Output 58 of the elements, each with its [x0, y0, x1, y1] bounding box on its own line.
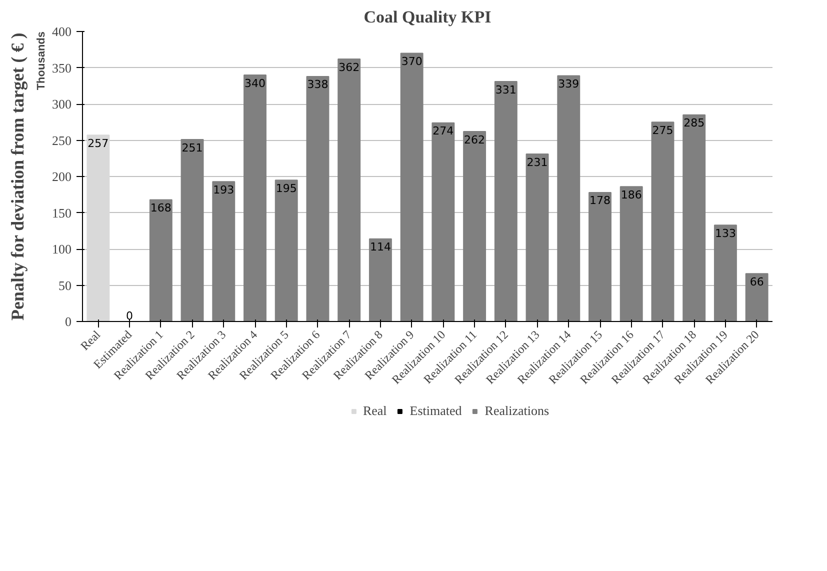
bar: [526, 154, 549, 322]
bar: [400, 52, 424, 322]
bar: [494, 81, 518, 322]
data-label: 66: [750, 275, 764, 288]
data-label: 193: [213, 183, 234, 196]
data-label: 362: [338, 60, 360, 74]
bar: [557, 75, 580, 322]
data-label: 285: [684, 116, 705, 130]
data-label: 231: [526, 156, 548, 169]
legend-label: Estimated: [410, 403, 462, 419]
y-tick-label: 200: [52, 169, 72, 184]
data-label: 195: [276, 182, 297, 195]
bar: [714, 224, 737, 322]
bar: [588, 192, 612, 322]
data-label: 133: [714, 226, 736, 240]
data-label: 178: [590, 194, 610, 208]
y-axis-title: Penalty for deviation from target ( € ): [8, 32, 28, 321]
bar: [620, 186, 643, 322]
bar: [745, 273, 768, 322]
data-label: 168: [150, 201, 172, 214]
bar: [432, 122, 455, 322]
text: Thousands: [36, 31, 48, 90]
data-label: 262: [464, 133, 486, 146]
bar: [212, 181, 236, 322]
y-tick-label: 250: [52, 132, 72, 148]
data-label: 114: [370, 240, 391, 254]
data-label: 251: [182, 141, 203, 154]
y-tick-label: 400: [52, 24, 72, 39]
y-tick-label: 350: [52, 60, 72, 76]
legend-label: Real: [362, 403, 387, 419]
legend-label: Realizations: [484, 403, 550, 419]
data-label: 331: [495, 83, 516, 96]
y-tick-label: 150: [52, 205, 72, 220]
data-label: 186: [620, 188, 642, 202]
data-label: 257: [88, 136, 109, 150]
data-label: 339: [558, 77, 580, 90]
bar: [463, 131, 486, 322]
y-tick-label: 100: [52, 242, 72, 256]
bar: [244, 74, 266, 322]
chart-title: Coal Quality KPI: [364, 8, 492, 26]
bar: [274, 180, 298, 322]
data-label: 0: [126, 309, 134, 322]
data-label: 338: [307, 78, 328, 92]
data-label: 275: [652, 124, 674, 137]
data-label: 274: [432, 124, 454, 138]
bar: [651, 122, 674, 322]
data-label: 370: [401, 55, 422, 68]
bar: [368, 238, 392, 322]
bar: [682, 114, 706, 322]
bar: [149, 199, 172, 322]
y-tick-label: 50: [58, 278, 72, 293]
bar: [306, 76, 330, 322]
y-tick-label: 0: [65, 314, 72, 329]
bar: [86, 134, 110, 322]
y-tick-label: 300: [52, 96, 72, 112]
bar: [180, 139, 204, 322]
data-label: 340: [244, 76, 266, 90]
bar: [338, 58, 361, 322]
